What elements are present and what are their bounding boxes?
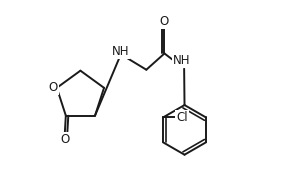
Text: O: O — [60, 133, 70, 146]
Text: Cl: Cl — [176, 111, 188, 124]
Text: NH: NH — [112, 45, 129, 58]
Text: O: O — [160, 15, 169, 28]
Text: O: O — [49, 81, 58, 94]
Text: NH: NH — [173, 54, 190, 67]
